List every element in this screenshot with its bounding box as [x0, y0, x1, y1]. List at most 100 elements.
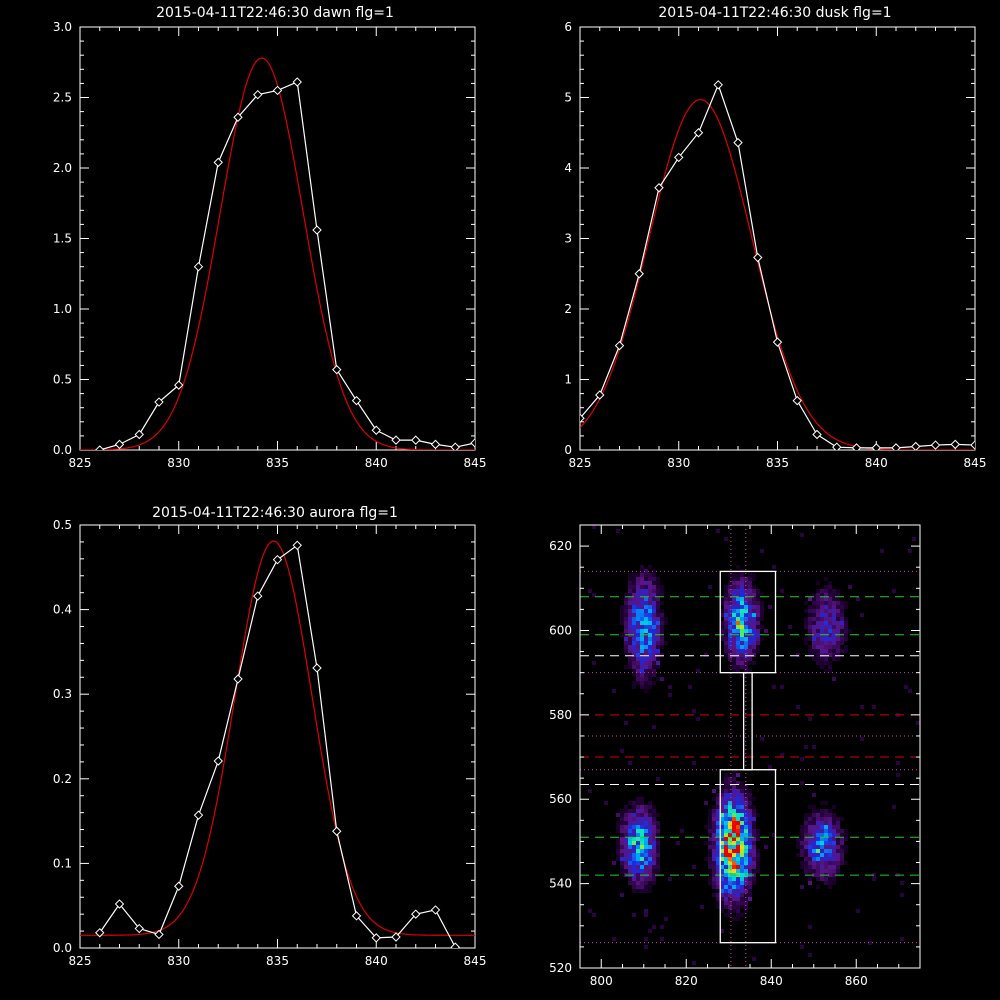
aurora-data-point	[233, 674, 243, 684]
aurora-data-point	[371, 933, 381, 943]
image-pixel	[760, 593, 764, 597]
image-pixel	[720, 885, 724, 889]
image-pixel	[648, 805, 652, 809]
image-pixel	[832, 605, 836, 609]
image-pixel	[824, 625, 828, 629]
image-pixel	[736, 793, 740, 797]
image-pixel	[708, 841, 712, 845]
image-pixel	[628, 861, 632, 865]
image-pixel	[728, 597, 732, 601]
image-pixel	[636, 861, 640, 865]
image-pixel	[752, 833, 756, 837]
image-pixel	[804, 617, 808, 621]
image-pixel	[652, 869, 656, 873]
image-pixel	[724, 897, 728, 901]
image-pixel	[640, 885, 644, 889]
image-pixel	[808, 833, 812, 837]
image-pixel	[832, 649, 836, 653]
image-pixel	[628, 621, 632, 625]
image-pixel	[652, 841, 656, 845]
dawn-data-point	[95, 445, 105, 450]
image-pixel	[836, 649, 840, 653]
dusk-x-tick-label: 825	[569, 456, 592, 470]
image-pixel	[632, 645, 636, 649]
image-pixel	[732, 661, 736, 665]
image-pixel	[652, 601, 656, 605]
dawn-data-point	[233, 112, 243, 122]
image-pixel	[652, 849, 656, 853]
image-pixel	[824, 577, 828, 581]
image-pixel	[660, 925, 664, 929]
dawn-data-point	[312, 225, 322, 235]
image-pixel	[732, 813, 736, 817]
image-pixel	[640, 845, 644, 849]
image-pixel	[652, 589, 656, 593]
dusk-data-point	[950, 439, 960, 450]
image-pixel	[644, 837, 648, 841]
image-pixel	[836, 593, 840, 597]
image-pixel	[728, 641, 732, 645]
image-pixel	[656, 621, 660, 625]
image-pixel	[824, 641, 828, 645]
image-pixel	[744, 617, 748, 621]
image-pixel	[816, 645, 820, 649]
image-pixel	[820, 853, 824, 857]
image-pixel	[820, 625, 824, 629]
image-pixel	[644, 829, 648, 833]
image-pixel	[748, 825, 752, 829]
image-pixel	[744, 645, 748, 649]
image-pixel	[728, 621, 732, 625]
image-pixel	[812, 605, 816, 609]
image-pixel	[724, 817, 728, 821]
image-pixel	[724, 873, 728, 877]
image-pixel	[740, 821, 744, 825]
image-pixel	[748, 629, 752, 633]
image-pixel	[636, 889, 640, 893]
image-pixel	[732, 797, 736, 801]
image-pixel	[644, 645, 648, 649]
image-pixel	[616, 829, 620, 833]
image-pixel	[648, 873, 652, 877]
image-pixel	[824, 837, 828, 841]
image-pixel	[804, 833, 808, 837]
image-pixel	[676, 841, 680, 845]
image-pixel	[652, 673, 656, 677]
image-pixel	[720, 637, 724, 641]
image-pixel	[644, 809, 648, 813]
image-pixel	[748, 845, 752, 849]
image-pixel	[740, 621, 744, 625]
image-pixel	[628, 589, 632, 593]
image-pixel	[760, 601, 764, 605]
image-pixel	[660, 677, 664, 681]
image-pixel	[796, 853, 800, 857]
image-pixel	[708, 881, 712, 885]
image-pixel	[828, 653, 832, 657]
image-pixel	[656, 837, 660, 841]
aurora-data-point	[351, 911, 362, 921]
image-pixel	[828, 849, 832, 853]
image-pixel	[656, 853, 660, 857]
image-pixel	[644, 681, 648, 685]
image-pixel	[808, 653, 812, 657]
image-pixel	[752, 629, 756, 633]
image-pixel	[732, 805, 736, 809]
image-pixel	[644, 641, 648, 645]
image-pixel	[636, 593, 640, 597]
image-pixel	[828, 837, 832, 841]
image-pixel	[736, 809, 740, 813]
image-pixel	[708, 585, 712, 589]
image-pixel	[628, 845, 632, 849]
image-pixel	[732, 645, 736, 649]
image-pixel	[632, 577, 636, 581]
image-pixel	[620, 633, 624, 637]
image-pixel	[644, 585, 648, 589]
image-pixel	[780, 753, 784, 757]
image-pixel	[744, 825, 748, 829]
image-pixel	[828, 649, 832, 653]
image-pixel	[748, 589, 752, 593]
image-pixel	[720, 789, 724, 793]
image-pixel	[740, 781, 744, 785]
image-pixel	[808, 857, 812, 861]
image-pixel	[832, 633, 836, 637]
image-pixel	[756, 829, 760, 833]
